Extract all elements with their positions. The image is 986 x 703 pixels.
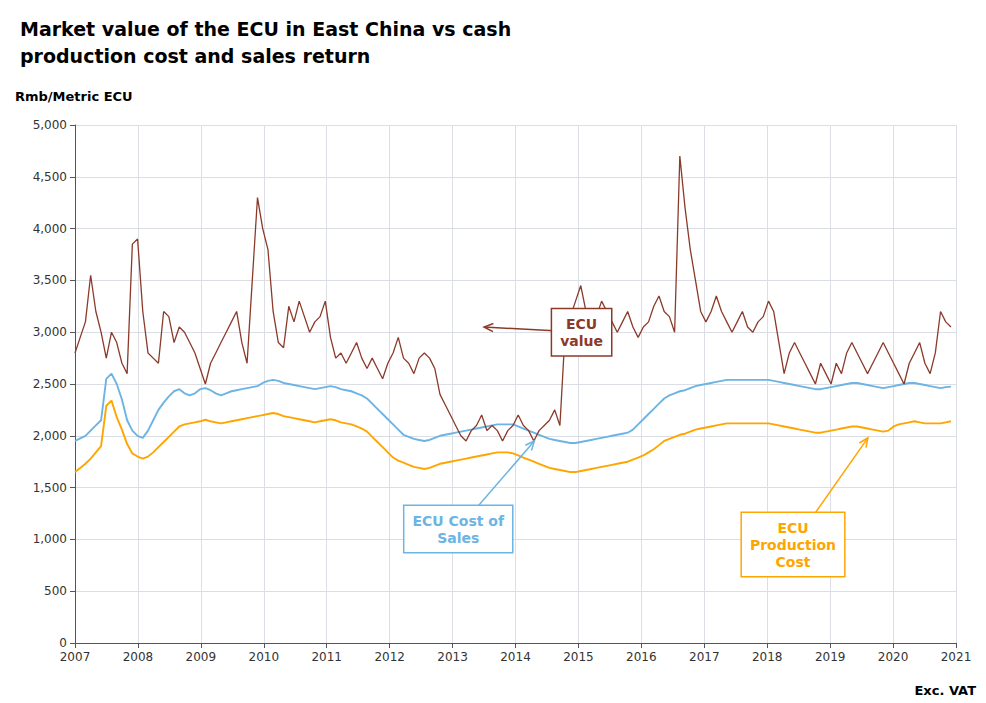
- svg-text:2011: 2011: [311, 650, 342, 664]
- svg-text:2009: 2009: [186, 650, 217, 664]
- svg-text:Exc. VAT: Exc. VAT: [914, 683, 976, 698]
- svg-text:5,000: 5,000: [33, 118, 67, 132]
- svg-text:2012: 2012: [374, 650, 405, 664]
- svg-text:Sales: Sales: [437, 530, 479, 546]
- svg-text:1,500: 1,500: [33, 481, 67, 495]
- svg-text:500: 500: [44, 584, 67, 598]
- svg-text:3,000: 3,000: [33, 325, 67, 339]
- svg-text:0: 0: [59, 636, 67, 650]
- svg-text:2013: 2013: [437, 650, 468, 664]
- svg-text:4,500: 4,500: [33, 170, 67, 184]
- svg-text:Cost: Cost: [776, 554, 811, 570]
- svg-text:ECU Cost of: ECU Cost of: [412, 513, 504, 529]
- svg-text:2010: 2010: [249, 650, 280, 664]
- svg-text:2014: 2014: [500, 650, 531, 664]
- svg-text:2018: 2018: [752, 650, 783, 664]
- svg-text:2007: 2007: [60, 650, 91, 664]
- svg-text:3,500: 3,500: [33, 273, 67, 287]
- svg-text:2021: 2021: [941, 650, 972, 664]
- svg-text:2020: 2020: [878, 650, 909, 664]
- svg-text:2017: 2017: [689, 650, 720, 664]
- svg-text:4,000: 4,000: [33, 222, 67, 236]
- svg-text:1,000: 1,000: [33, 532, 67, 546]
- svg-text:value: value: [560, 333, 603, 349]
- svg-text:2019: 2019: [815, 650, 846, 664]
- svg-text:Production: Production: [750, 537, 836, 553]
- svg-text:2008: 2008: [123, 650, 154, 664]
- svg-text:2,000: 2,000: [33, 429, 67, 443]
- svg-text:ECU: ECU: [777, 520, 808, 536]
- svg-text:Market value of the ECU in Eas: Market value of the ECU in East China vs…: [20, 18, 511, 40]
- svg-text:ECU: ECU: [566, 316, 597, 332]
- svg-text:2016: 2016: [626, 650, 657, 664]
- svg-text:2015: 2015: [563, 650, 594, 664]
- svg-text:production cost and sales retu: production cost and sales return: [20, 45, 370, 67]
- svg-text:2,500: 2,500: [33, 377, 67, 391]
- svg-text:Rmb/Metric ECU: Rmb/Metric ECU: [15, 89, 133, 104]
